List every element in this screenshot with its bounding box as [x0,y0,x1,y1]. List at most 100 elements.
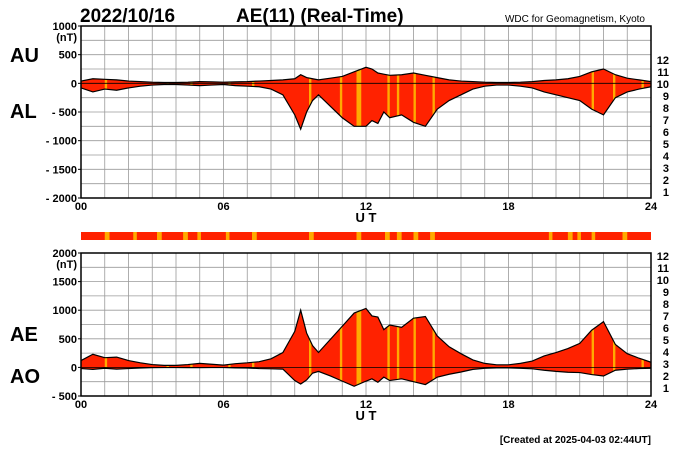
station-count-label: 6 [663,323,669,335]
y-axis-unit: (nT) [56,259,77,271]
coverage-alt-segment [225,232,230,240]
y-tick-label: - 2000 [46,193,77,205]
station-count-label: 7 [663,115,669,127]
coverage-alt-segment [385,232,390,240]
left-label-lower: AO [10,366,40,388]
y-tick-label: 1500 [53,277,77,289]
station-count-label: 4 [663,151,670,163]
date-title: 2022/10/16 [80,6,175,27]
alt-stripe [309,67,312,130]
left-label-upper: AE [10,324,38,346]
x-tick-label: 18 [502,201,514,213]
alt-stripe [339,308,343,387]
station-count-label: 2 [663,371,669,383]
y-tick-label: - 1500 [46,164,77,176]
coverage-alt-segment [396,232,402,240]
station-count-label: 11 [657,67,669,79]
series-upper-line [80,307,652,366]
y-tick-label: 500 [59,50,77,62]
alt-stripe [396,308,400,387]
alt-stripe [387,67,390,130]
coverage-alt-segment [252,232,257,240]
x-tick-label: 12 [360,201,372,213]
y-axis-unit: (nT) [56,32,77,44]
coverage-bar [81,232,651,240]
coverage-alt-segment [197,232,201,240]
station-count-label: 7 [663,311,669,323]
alt-stripe [339,67,343,130]
station-count-label: 11 [657,263,669,275]
station-count-label: 9 [663,91,669,103]
station-count-label: 1 [663,383,669,395]
alt-stripe [413,67,416,130]
au-al-panel: 1000 500 0 - 500 - 1000 - 1500 - 2000 (nT) 00 06 1… [10,21,658,225]
station-count-label: 12 [657,251,669,263]
station-count-label: 8 [663,103,669,115]
y-tick-label: 2000 [53,248,77,260]
coverage-alt-segment [183,232,188,240]
alt-stripe [413,308,416,387]
alt-stripe [356,67,362,130]
alt-stripe [591,67,594,130]
plot-frame [80,252,652,397]
index-title: AE(11) (Real-Time) [236,6,404,27]
series-lower-line [80,83,652,131]
coverage-alt-segment [577,232,581,240]
x-axis-label: U T [356,408,377,423]
x-tick-label: 18 [502,399,514,411]
coverage-alt-segment [157,232,162,240]
left-label-lower: AL [10,101,37,123]
y-tick-label: 500 [59,334,77,346]
coverage-alt-segment [309,232,314,240]
station-count-label: 3 [663,163,669,175]
station-count-label: 5 [663,335,669,347]
y-tick-label: 0 [71,362,77,374]
y-tick-label: - 1000 [46,136,77,148]
station-count-label: 3 [663,359,669,371]
coverage-alt-segment [104,232,110,240]
station-count-label: 4 [663,347,670,359]
x-tick-label: 24 [645,201,658,213]
station-count-label: 8 [663,299,669,311]
series-area-fill [81,67,651,130]
source-label: WDC for Geomagnetism, Kyoto [505,14,645,25]
station-count-label: 2 [663,175,669,187]
x-tick-label: 06 [217,201,229,213]
x-tick-label: 06 [217,399,229,411]
x-axis-label: U T [356,210,377,225]
coverage-alt-segment [413,232,419,240]
y-tick-label: 1000 [53,21,77,33]
alt-stripe [613,67,616,130]
coverage-bar-fill [81,232,651,240]
ae-ao-panel: 2000 1500 1000 500 0 - 500 (nT) 00 06 12 18 24 U T AE… [10,248,658,423]
x-tick-label: 00 [75,201,87,213]
y-tick-label: - 500 [52,107,77,119]
coverage-alt-segment [567,232,573,240]
x-tick-label: 00 [75,399,87,411]
alt-stripe [387,308,390,387]
coverage-alt-segment [430,232,435,240]
alt-stripe [356,308,362,387]
series-area-fill [81,308,651,387]
station-count-label: 5 [663,139,669,151]
station-count-label: 10 [657,79,669,91]
series-upper-line [80,66,652,84]
station-count-label: 6 [663,127,669,139]
alt-stripe [396,67,400,130]
created-timestamp: [Created at 2025-04-03 02:44UT] [500,435,651,446]
coverage-alt-segment [548,232,553,240]
station-count-label: 9 [663,287,669,299]
alt-stripe [613,308,616,387]
coverage-alt-segment [622,232,628,240]
coverage-alt-segment [356,232,362,240]
left-label-upper: AU [10,45,39,67]
coverage-alt-segment [133,232,137,240]
alt-stripe [432,67,435,130]
station-count-label: 12 [657,55,669,67]
alt-stripe [309,308,312,387]
x-tick-label: 24 [645,399,658,411]
alt-stripe [432,308,435,387]
